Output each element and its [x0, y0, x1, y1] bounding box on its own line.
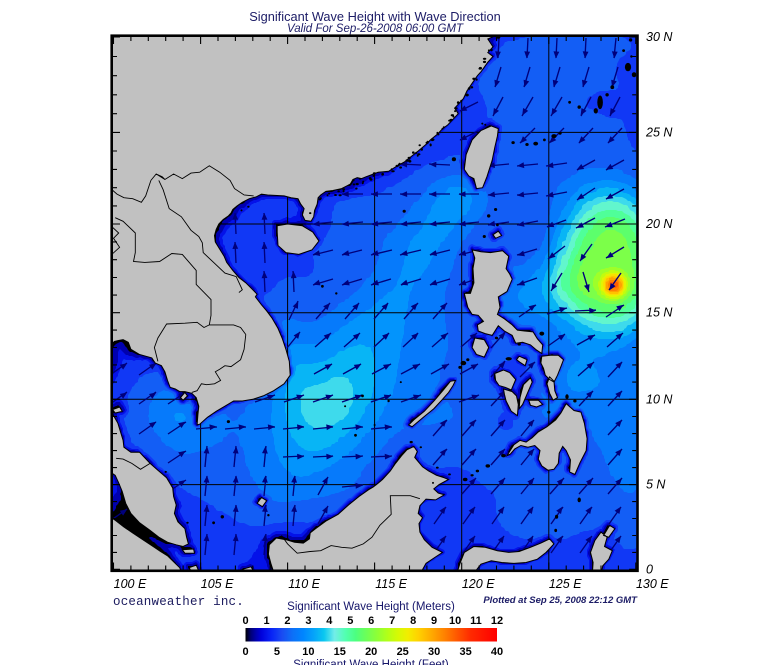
svg-text:0: 0 [646, 562, 653, 576]
svg-text:5: 5 [274, 646, 280, 658]
svg-text:15 N: 15 N [646, 306, 673, 320]
svg-text:120 E: 120 E [462, 577, 495, 591]
svg-text:10 N: 10 N [646, 392, 673, 406]
svg-text:7: 7 [389, 615, 395, 627]
svg-text:20 N: 20 N [645, 217, 673, 231]
svg-text:3: 3 [305, 615, 311, 627]
svg-text:100 E: 100 E [114, 577, 147, 591]
svg-text:12: 12 [491, 615, 503, 627]
svg-text:5 N: 5 N [646, 478, 666, 492]
svg-text:30 N: 30 N [646, 30, 673, 44]
svg-text:20: 20 [365, 646, 377, 658]
svg-text:25: 25 [397, 646, 409, 658]
svg-text:Significant Wave Height (Feet): Significant Wave Height (Feet) [293, 659, 449, 665]
svg-text:15: 15 [334, 646, 346, 658]
svg-text:6: 6 [368, 615, 374, 627]
svg-text:35: 35 [459, 646, 471, 658]
svg-text:10: 10 [449, 615, 461, 627]
svg-text:130 E: 130 E [636, 577, 669, 591]
svg-text:8: 8 [410, 615, 416, 627]
svg-text:0: 0 [242, 646, 248, 658]
svg-text:25 N: 25 N [645, 125, 673, 139]
svg-text:Significant Wave Height with W: Significant Wave Height with Wave Direct… [249, 9, 501, 24]
svg-text:4: 4 [326, 615, 333, 627]
svg-text:1: 1 [263, 615, 269, 627]
svg-text:125 E: 125 E [549, 577, 582, 591]
svg-text:11: 11 [470, 615, 482, 627]
svg-text:105 E: 105 E [201, 577, 234, 591]
svg-text:10: 10 [302, 646, 314, 658]
svg-text:115 E: 115 E [375, 577, 407, 591]
svg-text:110 E: 110 E [288, 577, 320, 591]
svg-text:30: 30 [428, 646, 440, 658]
svg-text:Plotted at Sep 25, 2008 22:12: Plotted at Sep 25, 2008 22:12 GMT [483, 595, 638, 606]
svg-text:Significant Wave Height (Meter: Significant Wave Height (Meters) [287, 601, 455, 613]
svg-text:Valid For Sep-26-2008 06:00 GM: Valid For Sep-26-2008 06:00 GMT [287, 23, 464, 35]
svg-text:9: 9 [431, 615, 437, 627]
svg-text:2: 2 [284, 615, 290, 627]
svg-text:40: 40 [491, 646, 503, 658]
svg-text:5: 5 [347, 615, 353, 627]
svg-text:0: 0 [242, 615, 248, 627]
svg-text:oceanweather inc.: oceanweather inc. [113, 595, 244, 609]
